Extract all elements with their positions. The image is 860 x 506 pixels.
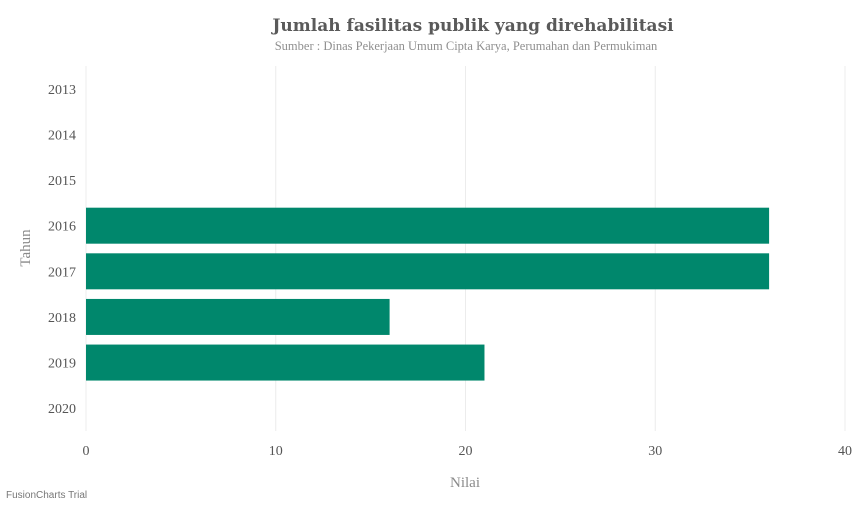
y-tick-2016: 2016	[48, 220, 76, 235]
bar-2019[interactable]	[86, 344, 485, 381]
fusioncharts-watermark: FusionCharts Trial	[6, 490, 87, 501]
y-tick-2013: 2013	[48, 83, 76, 98]
chart-subtitle: Sumber : Dinas Pekerjaan Umum Cipta Kary…	[275, 39, 658, 53]
y-axis-ticks: 2013 2014 2015 2016 2017 2018 2019 2020	[48, 83, 76, 417]
x-axis-ticks: 0 10 20 30 40	[83, 444, 853, 459]
x-tick-30: 30	[648, 444, 662, 459]
x-tick-40: 40	[838, 444, 852, 459]
bar-2018[interactable]	[86, 298, 390, 335]
y-tick-2015: 2015	[48, 174, 76, 189]
y-axis-title: Tahun	[18, 229, 34, 267]
bars	[86, 207, 770, 381]
x-tick-20: 20	[459, 444, 473, 459]
chart-title: Jumlah fasilitas publik yang direhabilit…	[270, 16, 674, 36]
bar-2017[interactable]	[86, 253, 770, 290]
y-tick-2019: 2019	[48, 357, 76, 372]
y-tick-2020: 2020	[48, 402, 76, 417]
bar-2016[interactable]	[86, 207, 770, 244]
y-tick-2017: 2017	[48, 265, 76, 280]
y-tick-2014: 2014	[48, 128, 76, 143]
y-tick-2018: 2018	[48, 311, 76, 326]
x-axis-title: Nilai	[450, 475, 480, 491]
x-tick-10: 10	[269, 444, 283, 459]
x-tick-0: 0	[83, 444, 90, 459]
